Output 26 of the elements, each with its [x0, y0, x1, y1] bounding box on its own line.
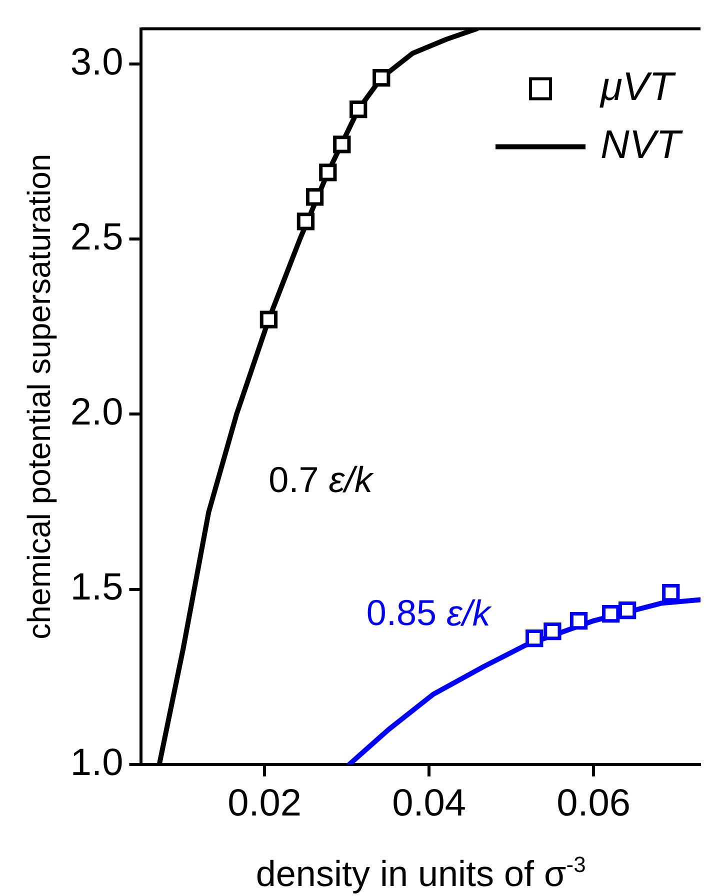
point: [260, 310, 278, 328]
annotation: 0.7 ε/k: [268, 459, 375, 500]
point: [602, 604, 620, 623]
point: [296, 212, 315, 230]
point: [372, 69, 390, 87]
point: [544, 622, 562, 640]
y-tick-label: 1.0: [70, 742, 124, 784]
point: [319, 164, 337, 182]
x-tick-label: 0.02: [228, 782, 302, 825]
y-axis-title: chemical potential supersaturation: [21, 154, 58, 640]
y-tick-label: 1.5: [70, 566, 124, 609]
y-tick-label: 2.0: [70, 392, 124, 434]
point: [662, 584, 680, 602]
point: [570, 612, 588, 630]
point: [306, 188, 324, 206]
y-tick-label: 3.0: [70, 41, 124, 84]
x-tick-label: 0.04: [392, 782, 466, 825]
y-tick-label: 2.5: [70, 216, 124, 258]
point: [526, 629, 544, 648]
point: [350, 100, 368, 118]
legend-label: μVT: [600, 64, 676, 109]
legend-label: NVT: [600, 122, 684, 167]
point: [618, 601, 636, 620]
annotation: 0.85 ε/k: [366, 592, 492, 634]
x-tick-label: 0.06: [556, 782, 631, 825]
point: [333, 136, 351, 154]
